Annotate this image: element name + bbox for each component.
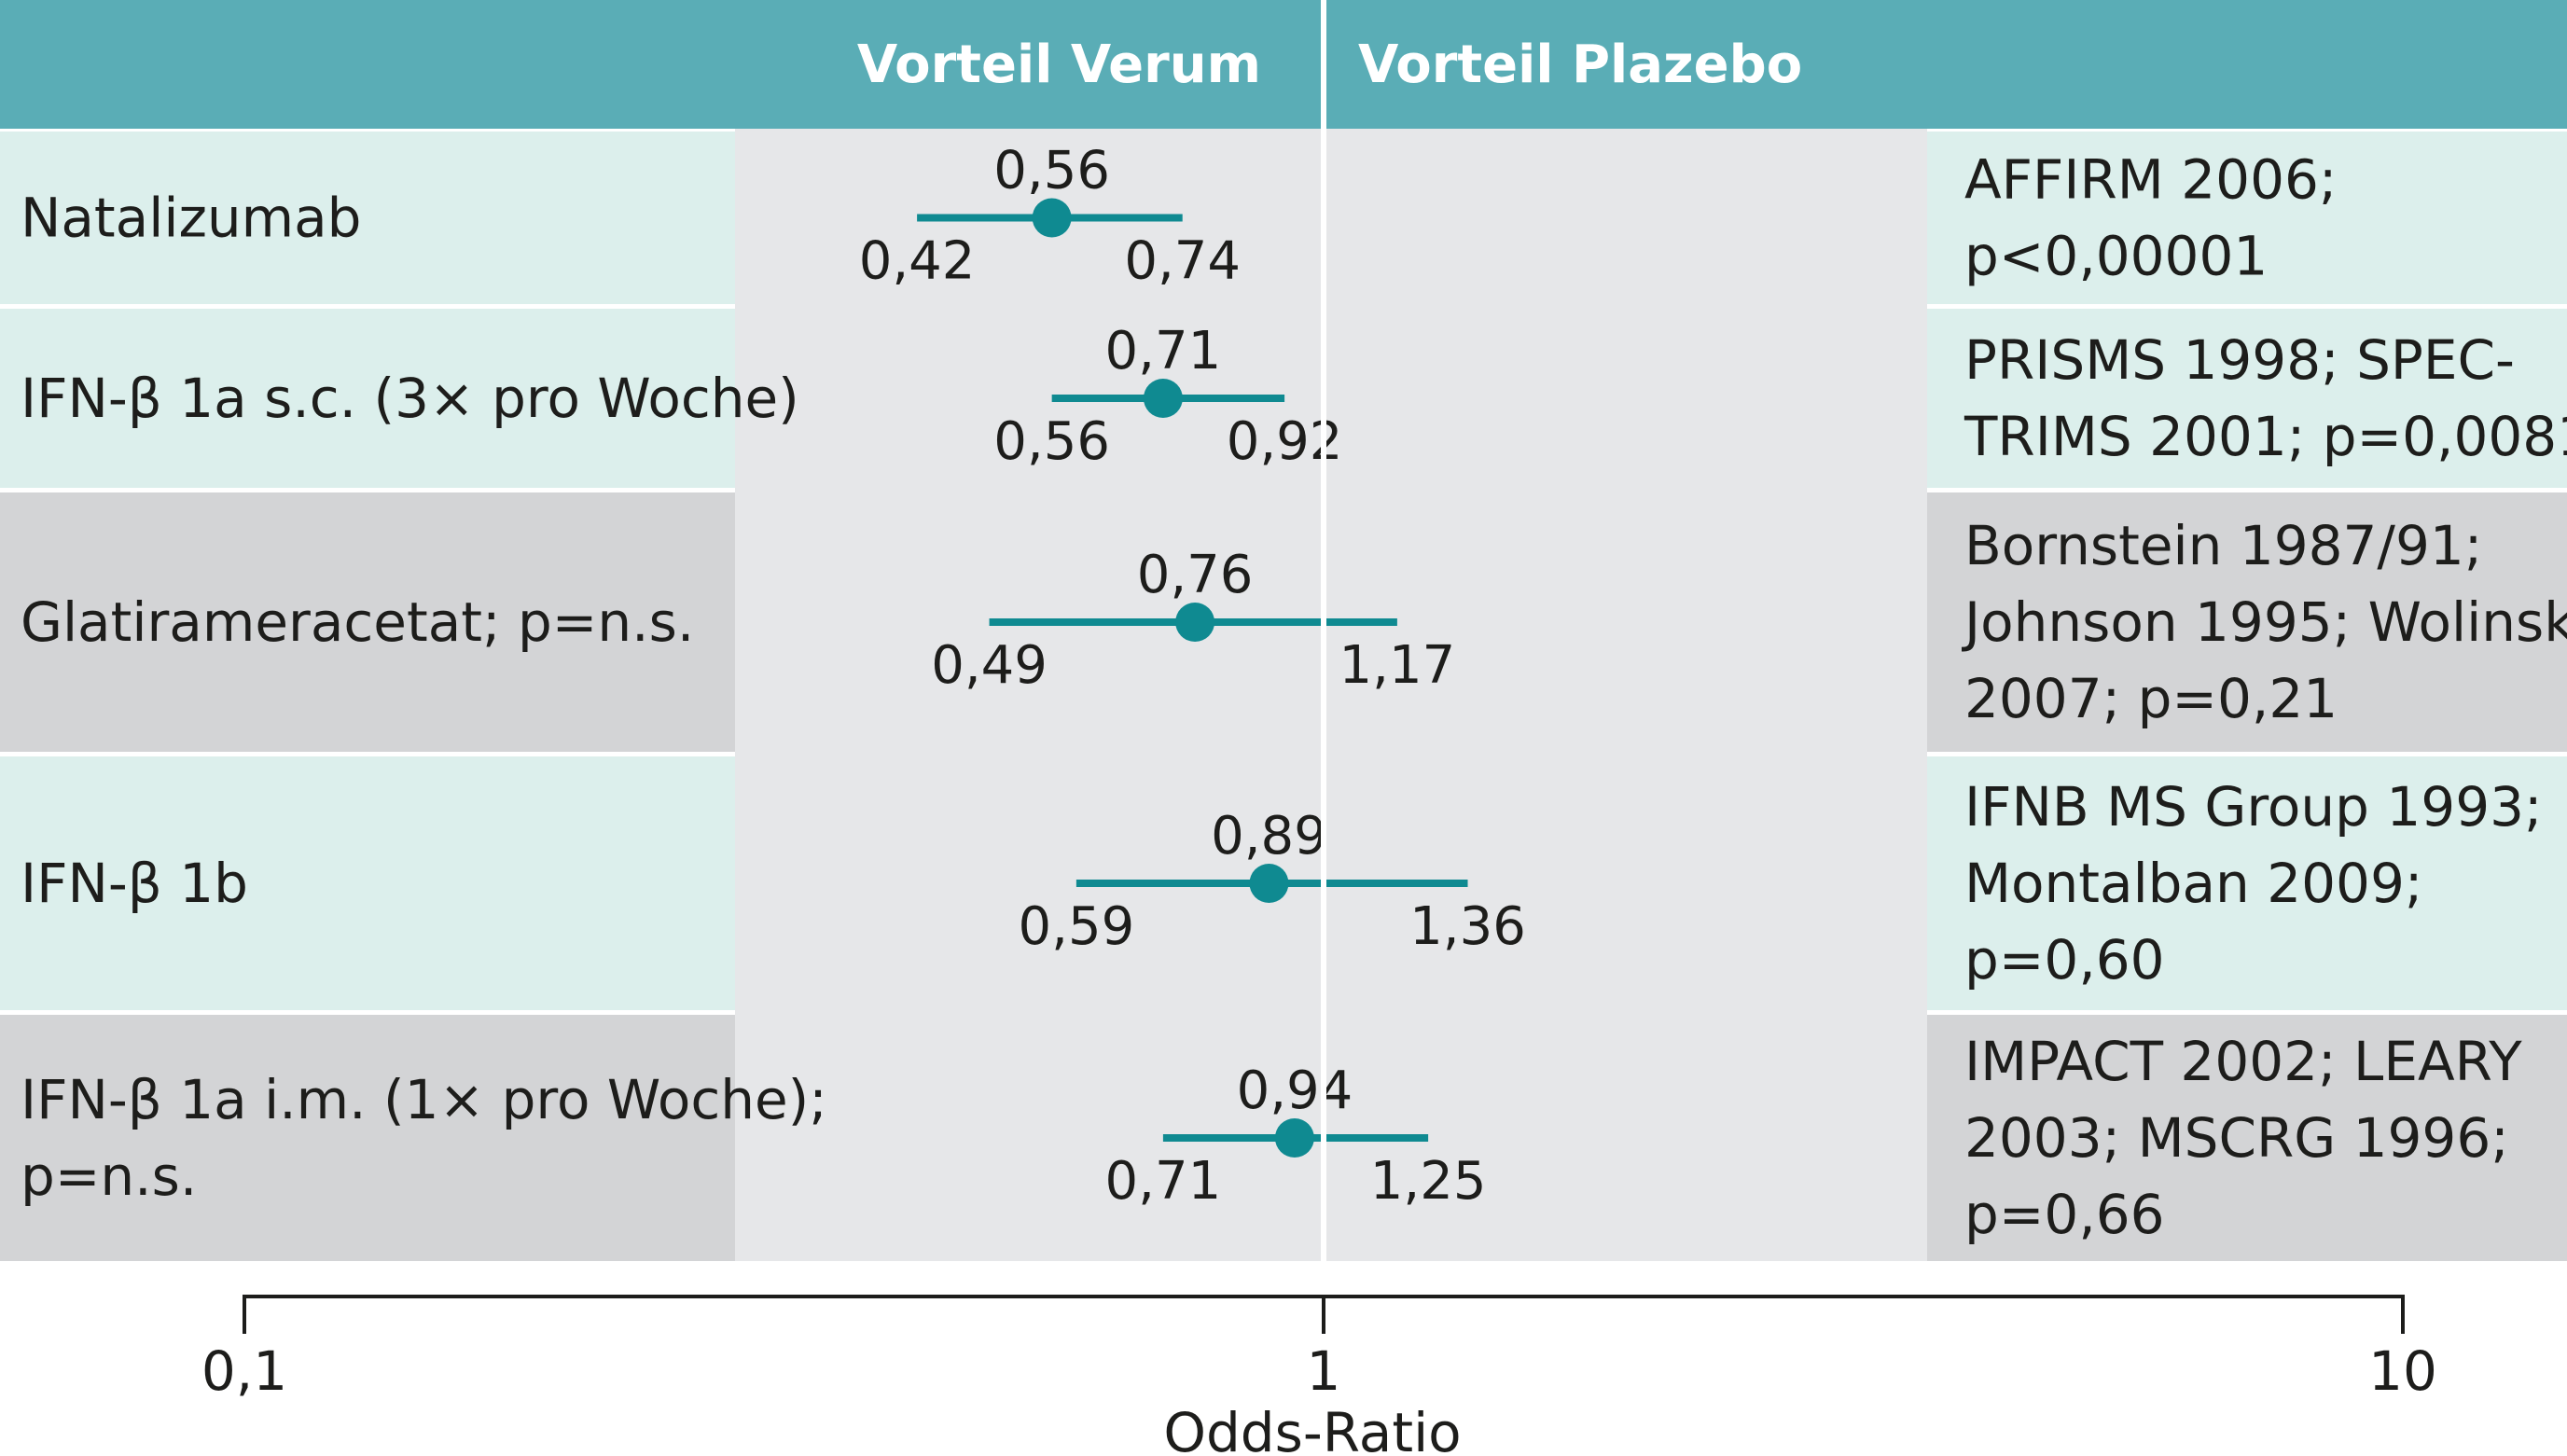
row-reference: p=0,66 bbox=[1964, 1183, 2165, 1246]
row-label: IFN-β 1a s.c. (3× pro Woche) bbox=[21, 367, 799, 430]
row-reference-panel bbox=[1927, 756, 2567, 1010]
ci-upper-label: 0,74 bbox=[1124, 231, 1241, 292]
row-reference: Bornstein 1987/91; bbox=[1964, 514, 2482, 577]
or-value-label: 0,71 bbox=[1105, 321, 1222, 381]
ci-upper-label: 1,17 bbox=[1339, 635, 1456, 696]
row-reference-panel bbox=[1927, 309, 2567, 488]
ci-lower-label: 0,71 bbox=[1105, 1151, 1222, 1212]
plot-area-background bbox=[735, 129, 1927, 1261]
row-reference: 2007; p=0,21 bbox=[1964, 667, 2338, 730]
or-value-label: 0,89 bbox=[1211, 806, 1327, 867]
row-reference: TRIMS 2001; p=0,0081 bbox=[1963, 405, 2567, 468]
or-value-label: 0,76 bbox=[1137, 545, 1254, 605]
row-label: Natalizumab bbox=[21, 187, 362, 250]
row-reference: Montalban 2009; bbox=[1964, 852, 2422, 915]
row-label-panel bbox=[0, 132, 735, 304]
or-value-label: 0,56 bbox=[993, 141, 1110, 201]
point-estimate-marker bbox=[1143, 379, 1183, 418]
point-estimate-marker bbox=[1175, 603, 1215, 642]
ci-lower-label: 0,42 bbox=[859, 231, 976, 292]
x-axis: 0,1 1 10 bbox=[201, 1295, 2437, 1403]
row-label: p=n.s. bbox=[21, 1144, 197, 1208]
x-tick-label: 1 bbox=[1307, 1339, 1341, 1403]
header-right-label: Vorteil Plazebo bbox=[1358, 35, 1802, 95]
forest-rows: Natalizumab AFFIRM 2006; p<0,00001 0,56 0,42… bbox=[0, 129, 2567, 1261]
header-left-label: Vorteil Verum bbox=[857, 35, 1261, 95]
row-reference: p=0,60 bbox=[1964, 928, 2165, 991]
x-tick-label: 10 bbox=[2368, 1339, 2437, 1403]
row-label: IFN-β 1b bbox=[21, 852, 248, 915]
row-reference: IFNB MS Group 1993; bbox=[1964, 775, 2543, 839]
ci-lower-label: 0,59 bbox=[1019, 896, 1135, 957]
ci-lower-label: 0,49 bbox=[931, 635, 1048, 696]
x-tick-label: 0,1 bbox=[201, 1339, 287, 1403]
row-reference-panel bbox=[1927, 132, 2567, 304]
point-estimate-marker bbox=[1032, 198, 1072, 238]
x-axis-label: Odds-Ratio bbox=[1163, 1401, 1461, 1456]
row-label-panel bbox=[0, 492, 735, 752]
row-reference: PRISMS 1998; SPEC- bbox=[1964, 328, 2515, 392]
row-reference: IMPACT 2002; LEARY bbox=[1964, 1030, 2522, 1093]
or-value-label: 0,94 bbox=[1237, 1061, 1353, 1121]
row-label-panel bbox=[0, 756, 735, 1010]
ci-upper-label: 1,25 bbox=[1370, 1151, 1487, 1212]
row-reference: p<0,00001 bbox=[1964, 225, 2268, 288]
ci-lower-label: 0,56 bbox=[993, 411, 1110, 472]
row-reference: 2003; MSCRG 1996; bbox=[1964, 1106, 2509, 1170]
point-estimate-marker bbox=[1249, 864, 1289, 903]
row-label: IFN-β 1a i.m. (1× pro Woche); bbox=[21, 1068, 827, 1131]
row-reference-panel bbox=[1927, 1015, 2567, 1261]
row-reference-panel bbox=[1927, 492, 2567, 752]
row-reference: AFFIRM 2006; bbox=[1964, 148, 2337, 212]
row-label-panel bbox=[0, 1015, 735, 1261]
ci-upper-label: 1,36 bbox=[1409, 896, 1526, 957]
header-bar bbox=[0, 0, 2567, 129]
row-label: Glatirameracetat; p=n.s. bbox=[21, 590, 694, 654]
row-label-panel bbox=[0, 309, 735, 488]
point-estimate-marker bbox=[1274, 1118, 1314, 1158]
row-reference: Johnson 1995; Wolinsky bbox=[1962, 590, 2567, 654]
